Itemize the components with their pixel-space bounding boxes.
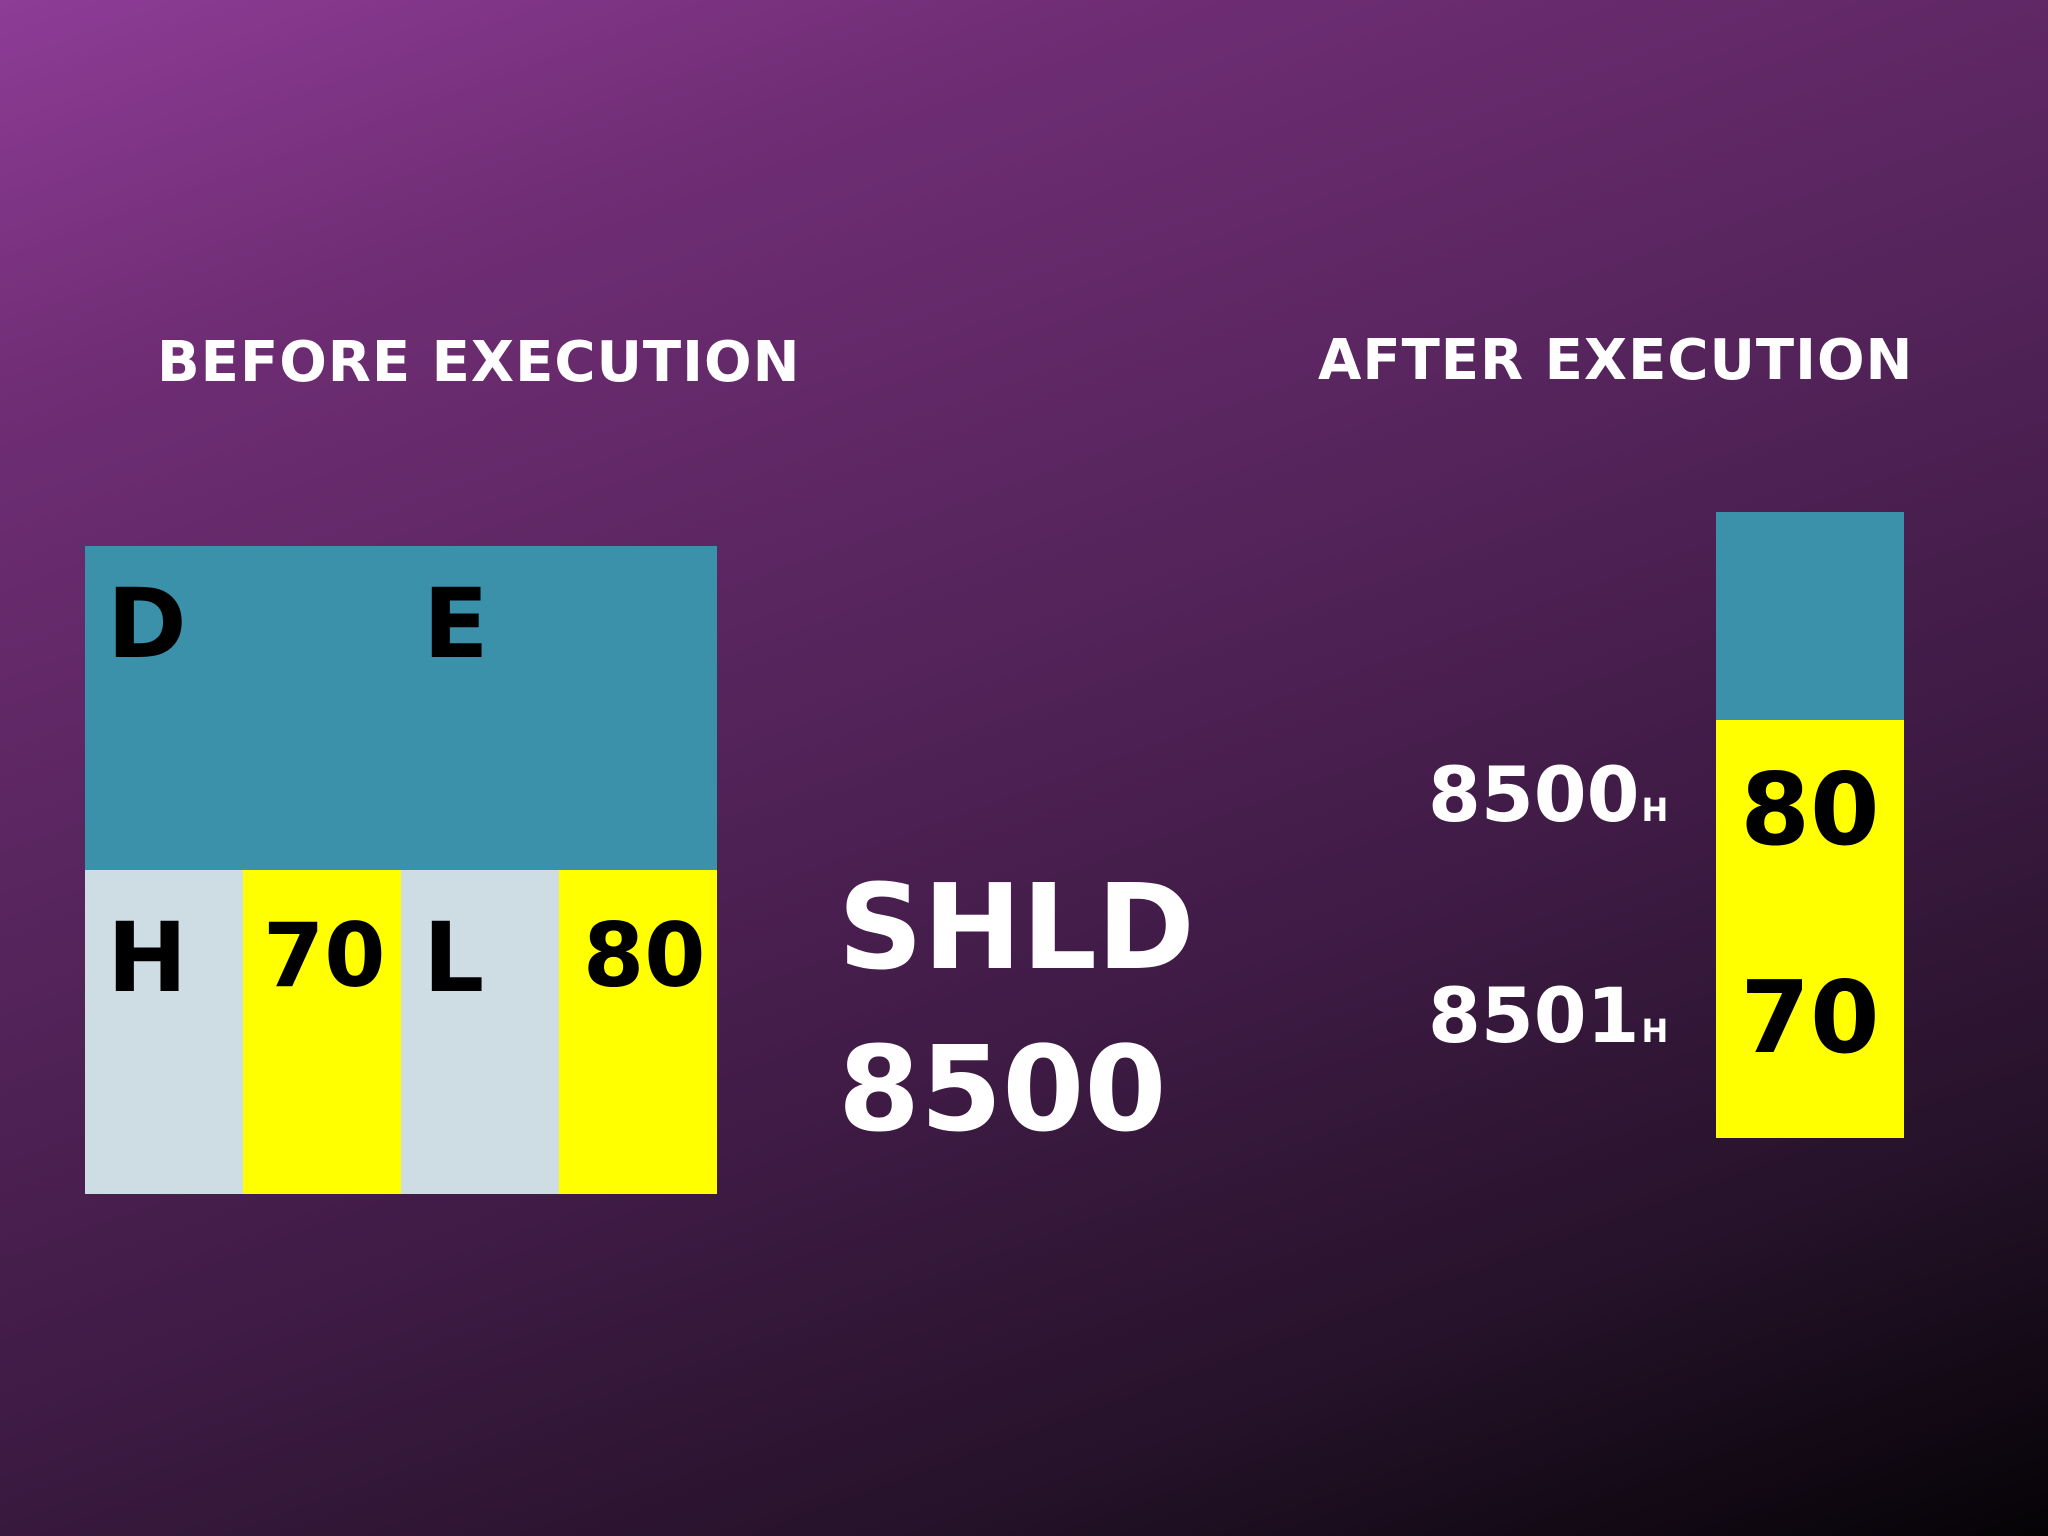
memory-value-8501: 70 bbox=[1740, 959, 1880, 1076]
memory-address-8500-number: 8500 bbox=[1428, 750, 1640, 839]
register-l-name-cell: L bbox=[401, 870, 559, 1194]
register-l-value: 80 bbox=[583, 904, 706, 1007]
memory-cell-8501: 70 bbox=[1716, 930, 1904, 1138]
register-h-value: 70 bbox=[263, 904, 386, 1007]
register-e-label: E bbox=[423, 568, 489, 680]
register-l-label: L bbox=[423, 902, 485, 1014]
memory-address-8500-suffix: H bbox=[1641, 791, 1669, 829]
register-h-value-cell: 70 bbox=[243, 870, 401, 1194]
memory-address-8501-suffix: H bbox=[1641, 1012, 1669, 1050]
register-h-label: H bbox=[107, 902, 188, 1014]
register-h-name-cell: H bbox=[85, 870, 243, 1194]
before-execution-heading: BEFORE EXECUTION bbox=[157, 330, 801, 395]
register-table: D E H 70 L 80 bbox=[85, 546, 717, 1194]
register-l-value-cell: 80 bbox=[559, 870, 717, 1194]
after-execution-heading: AFTER EXECUTION bbox=[1318, 328, 1914, 393]
memory-column: 80 70 bbox=[1716, 512, 1904, 1138]
register-pair-de: D E bbox=[85, 546, 717, 870]
instruction-mnemonic: SHLD bbox=[838, 858, 1195, 996]
memory-cell-above bbox=[1716, 512, 1904, 720]
instruction-operand: 8500 bbox=[838, 1020, 1167, 1158]
memory-address-8500: 8500H bbox=[1428, 757, 1668, 833]
memory-cell-8500: 80 bbox=[1716, 720, 1904, 930]
register-d-label: D bbox=[107, 568, 187, 680]
memory-address-8501-number: 8501 bbox=[1428, 971, 1640, 1060]
memory-address-8501: 8501H bbox=[1428, 978, 1668, 1054]
memory-value-8500: 80 bbox=[1740, 751, 1880, 868]
